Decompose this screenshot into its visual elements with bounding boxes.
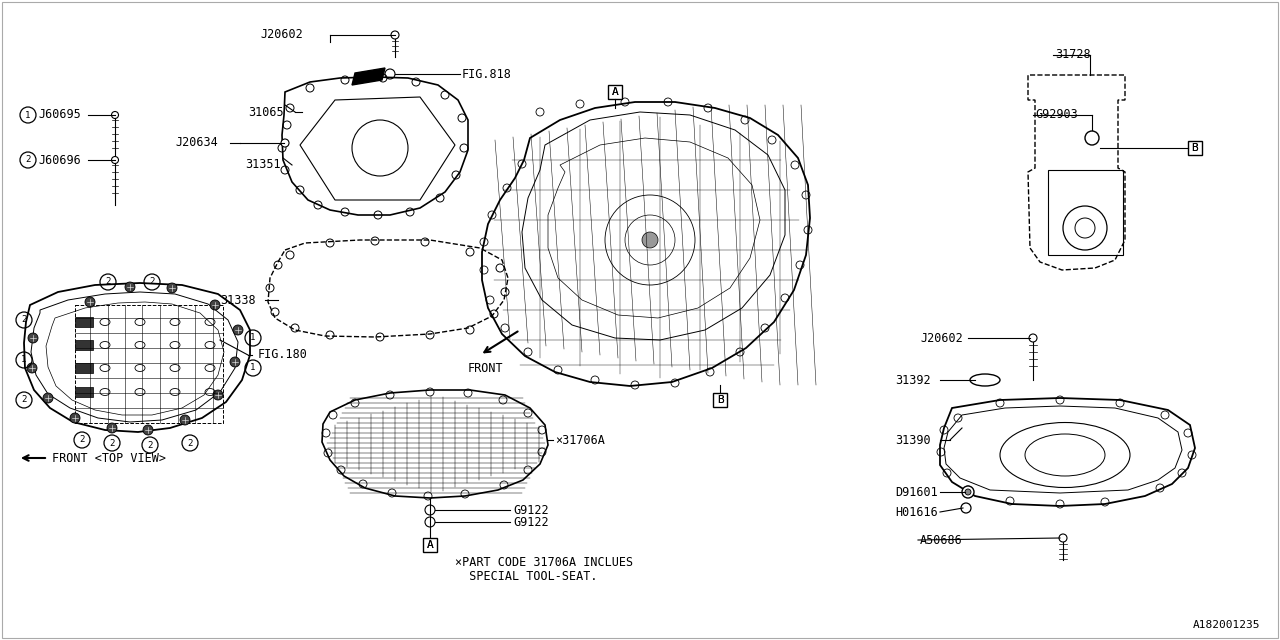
Text: J20602: J20602 (260, 29, 303, 42)
Circle shape (44, 393, 52, 403)
Circle shape (180, 415, 189, 425)
Text: 2: 2 (22, 396, 27, 404)
Bar (1048, 170, 1123, 255)
Bar (1188, 141, 1202, 155)
Text: A182001235: A182001235 (1193, 620, 1260, 630)
Text: 31728: 31728 (1055, 49, 1091, 61)
Circle shape (233, 325, 243, 335)
Circle shape (963, 486, 974, 498)
Circle shape (108, 423, 116, 433)
Circle shape (166, 283, 177, 293)
Bar (608, 85, 622, 99)
Text: 2: 2 (187, 438, 193, 447)
Text: 1: 1 (26, 111, 31, 120)
Circle shape (143, 425, 154, 435)
Text: 2: 2 (79, 435, 84, 445)
Circle shape (27, 363, 37, 373)
Text: SPECIAL TOOL-SEAT.: SPECIAL TOOL-SEAT. (454, 570, 598, 582)
Circle shape (385, 69, 396, 79)
Text: FIG.818: FIG.818 (462, 67, 512, 81)
Bar (76, 340, 93, 350)
Text: A: A (426, 540, 434, 550)
Text: G9122: G9122 (513, 515, 549, 529)
Text: 31390: 31390 (895, 433, 931, 447)
Text: A: A (612, 87, 618, 97)
Text: J60695: J60695 (38, 109, 81, 122)
Text: 2: 2 (26, 156, 31, 164)
Text: ×PART CODE 31706A INCLUES: ×PART CODE 31706A INCLUES (454, 556, 634, 568)
Text: 2: 2 (105, 278, 110, 287)
Circle shape (111, 111, 119, 118)
Circle shape (111, 157, 119, 163)
Bar (76, 363, 93, 373)
Text: 31065: 31065 (248, 106, 284, 118)
Text: H01616: H01616 (895, 506, 938, 518)
Circle shape (125, 282, 134, 292)
Text: 2: 2 (22, 316, 27, 324)
Text: A: A (612, 87, 618, 97)
Circle shape (212, 390, 223, 400)
Text: B: B (1192, 143, 1198, 153)
Text: 31351: 31351 (244, 159, 280, 172)
Bar (76, 305, 223, 423)
Text: FRONT: FRONT (467, 362, 503, 374)
Text: A: A (426, 540, 434, 550)
Circle shape (1059, 534, 1068, 542)
Bar (76, 317, 93, 327)
Text: 1: 1 (251, 333, 256, 342)
Text: 2: 2 (147, 440, 152, 449)
Circle shape (70, 413, 79, 423)
Text: 1: 1 (251, 364, 256, 372)
Text: FIG.180: FIG.180 (259, 349, 308, 362)
Circle shape (390, 31, 399, 39)
Text: B: B (1192, 143, 1198, 153)
Text: B: B (717, 395, 723, 405)
Circle shape (1029, 334, 1037, 342)
Text: 31338: 31338 (220, 294, 256, 307)
Text: 2: 2 (109, 438, 115, 447)
Text: G92903: G92903 (1036, 109, 1078, 122)
Text: A50686: A50686 (920, 534, 963, 547)
Text: J20602: J20602 (920, 332, 963, 344)
Text: J60696: J60696 (38, 154, 81, 166)
Circle shape (28, 333, 38, 343)
Text: G9122: G9122 (513, 504, 549, 516)
Text: J20634: J20634 (175, 136, 218, 150)
Bar (713, 393, 727, 407)
Text: 1: 1 (22, 355, 27, 365)
Text: FRONT <TOP VIEW>: FRONT <TOP VIEW> (52, 451, 166, 465)
Circle shape (961, 503, 972, 513)
Text: B: B (717, 395, 723, 405)
Text: 2: 2 (150, 278, 155, 287)
Text: D91601: D91601 (895, 486, 938, 499)
Text: 31392: 31392 (895, 374, 931, 387)
Bar (76, 387, 93, 397)
Circle shape (210, 300, 220, 310)
Circle shape (84, 297, 95, 307)
Bar (422, 538, 436, 552)
Text: ×31706A: ×31706A (556, 433, 605, 447)
Circle shape (230, 357, 241, 367)
Circle shape (965, 489, 972, 495)
Circle shape (282, 139, 289, 147)
Polygon shape (352, 68, 385, 85)
Circle shape (643, 232, 658, 248)
